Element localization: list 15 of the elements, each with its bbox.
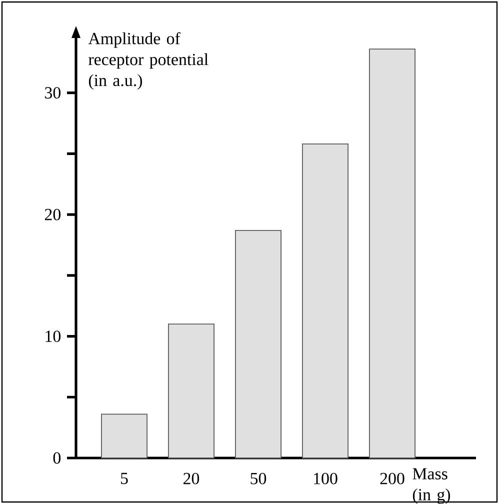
bar (369, 48, 416, 458)
bar (235, 230, 282, 458)
bar (168, 324, 214, 458)
y-tick-label: 30 (45, 87, 61, 99)
y-tick-label: 0 (53, 452, 61, 464)
bar (302, 144, 348, 458)
x-tick-label: 50 (250, 472, 266, 484)
y-tick-label: 20 (44, 208, 61, 220)
x-tick-label: 5 (120, 472, 128, 484)
y-tick-label: 10 (46, 330, 61, 342)
bar (101, 414, 148, 458)
x-tick-label: 200 (380, 472, 404, 484)
x-tick-label: 100 (314, 472, 338, 484)
x-tick-label: 20 (184, 472, 200, 484)
y-axis-title: Amplitude of receptor potential (in a.u.) (88, 32, 208, 90)
